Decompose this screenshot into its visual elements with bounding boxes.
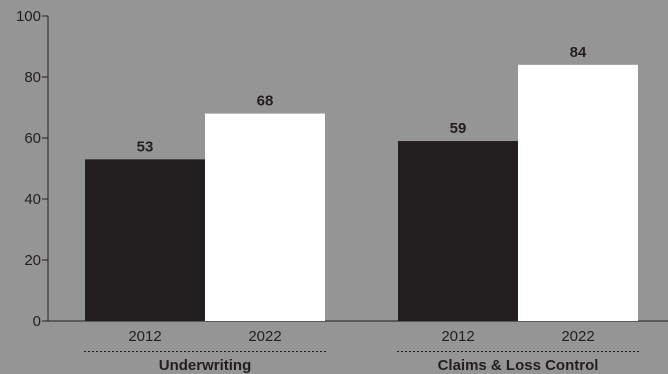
group-label: Underwriting (159, 357, 252, 374)
data-label: 59 (450, 120, 467, 137)
y-tick-label: 60 (24, 130, 41, 147)
y-tick-label: 40 (24, 191, 41, 208)
y-tick-label: 0 (33, 313, 41, 330)
bar-1-0 (398, 141, 518, 321)
y-tick-label: 100 (16, 8, 41, 25)
group-label: Claims & Loss Control (438, 357, 599, 374)
bar-1-1 (518, 64, 638, 322)
x-tick-label: 2012 (441, 328, 474, 345)
bar-0-0 (85, 159, 205, 321)
y-tick-label: 80 (24, 69, 41, 86)
x-tick-label: 2022 (561, 328, 594, 345)
data-label: 84 (570, 44, 587, 61)
bar-0-1 (205, 113, 325, 321)
data-label: 53 (137, 138, 154, 155)
x-tick-label: 2022 (248, 328, 281, 345)
x-tick-label: 2012 (128, 328, 161, 345)
data-label: 68 (257, 93, 274, 110)
y-tick-label: 20 (24, 252, 41, 269)
